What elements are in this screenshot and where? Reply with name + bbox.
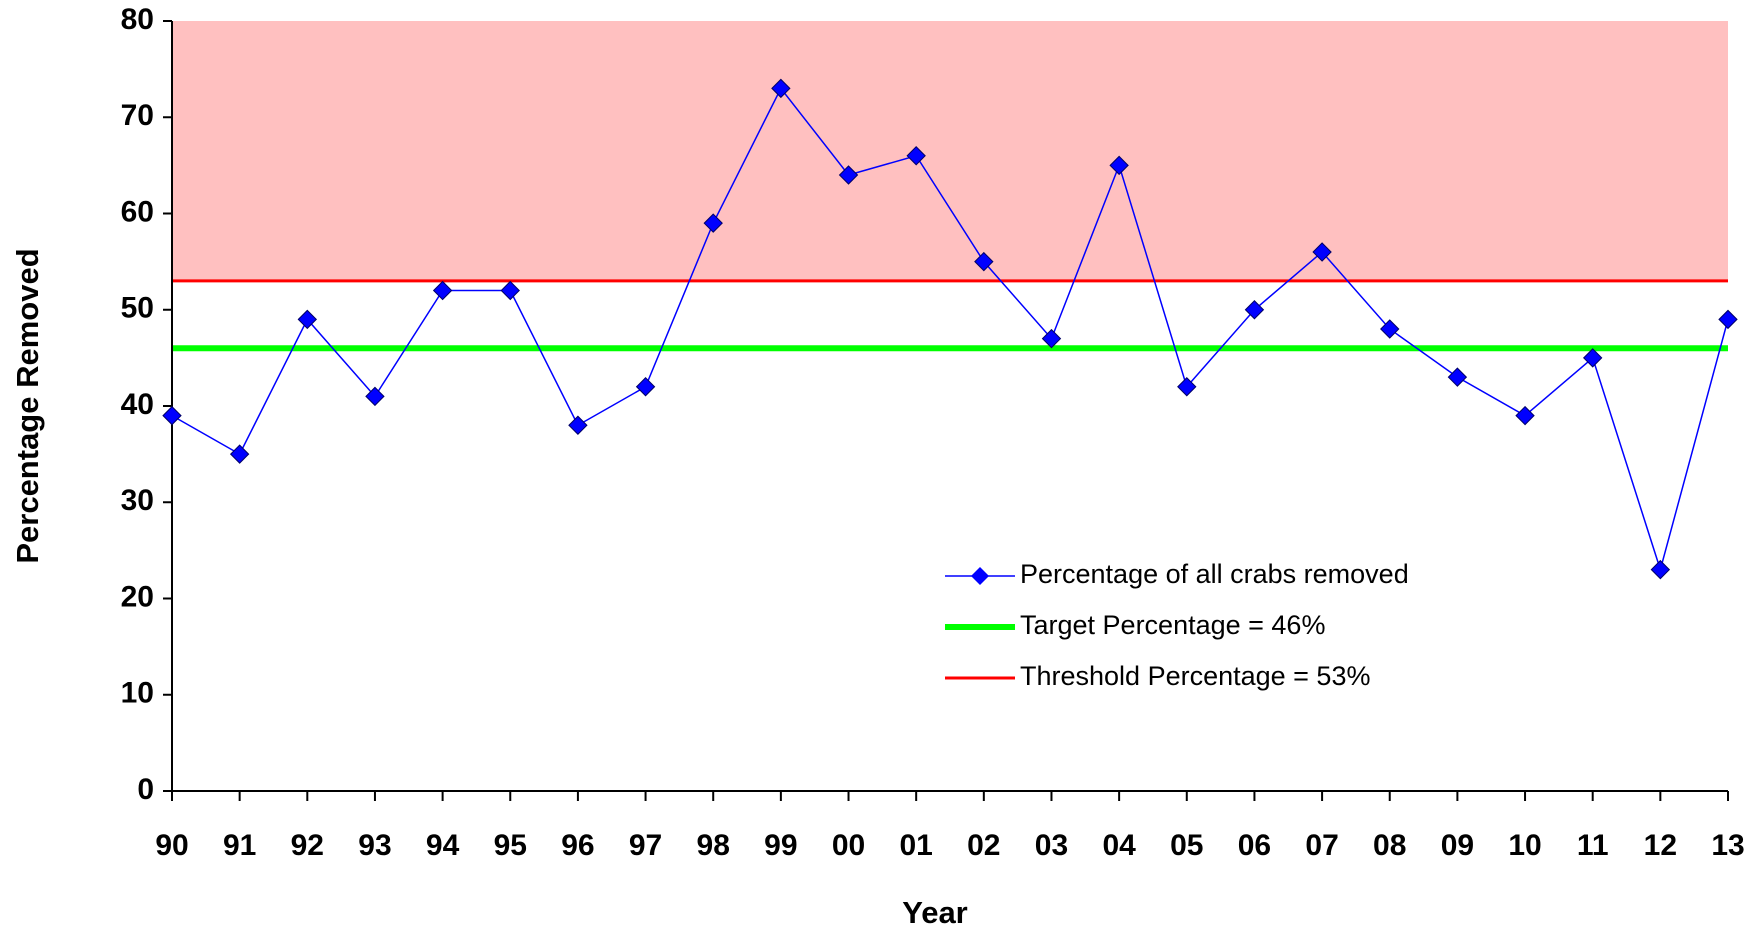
data-point bbox=[1515, 405, 1535, 426]
data-point bbox=[500, 280, 520, 301]
legend-label: Threshold Percentage = 53% bbox=[1020, 661, 1370, 691]
x-tick-label: 93 bbox=[358, 829, 391, 862]
x-tick-label: 10 bbox=[1508, 829, 1541, 862]
x-tick-label: 99 bbox=[764, 829, 797, 862]
y-axis-title: Percentage Removed bbox=[10, 248, 45, 563]
data-point bbox=[1109, 155, 1129, 176]
data-point bbox=[974, 251, 994, 272]
x-tick-label: 92 bbox=[291, 829, 324, 862]
x-tick-label: 90 bbox=[155, 829, 188, 862]
data-point bbox=[162, 405, 182, 426]
x-tick-label: 91 bbox=[223, 829, 256, 862]
data-point bbox=[1718, 309, 1738, 330]
legend-label: Percentage of all crabs removed bbox=[1020, 559, 1409, 589]
x-tick-label: 03 bbox=[1035, 829, 1068, 862]
x-tick-label: 02 bbox=[967, 829, 1000, 862]
data-point bbox=[1582, 348, 1603, 368]
x-tick-label: 04 bbox=[1102, 829, 1136, 862]
x-tick-label: 98 bbox=[697, 829, 730, 862]
data-point bbox=[838, 165, 859, 185]
x-tick-label: 12 bbox=[1644, 829, 1677, 862]
data-point bbox=[297, 309, 318, 330]
data-point bbox=[1447, 367, 1468, 387]
legend-marker bbox=[971, 567, 989, 585]
x-tick-label: 11 bbox=[1577, 829, 1609, 862]
y-tick-label: 60 bbox=[121, 195, 154, 228]
x-tick-label: 05 bbox=[1170, 829, 1203, 862]
y-tick-label: 20 bbox=[121, 580, 154, 613]
data-point bbox=[432, 280, 453, 301]
data-point bbox=[365, 386, 385, 407]
y-tick-label: 10 bbox=[121, 677, 154, 710]
x-tick-label: 97 bbox=[629, 829, 662, 862]
data-point bbox=[568, 415, 588, 435]
data-point bbox=[1380, 319, 1400, 339]
data-line bbox=[171, 86, 1729, 573]
x-tick-label: 07 bbox=[1305, 829, 1338, 862]
threshold-zone bbox=[172, 21, 1728, 281]
data-point bbox=[703, 213, 723, 233]
data-point bbox=[1177, 377, 1197, 397]
data-point bbox=[1041, 328, 1062, 349]
data-point bbox=[1650, 559, 1671, 580]
data-point bbox=[771, 78, 791, 99]
x-tick-label: 95 bbox=[494, 829, 527, 862]
x-tick-label: 06 bbox=[1238, 829, 1271, 862]
x-tick-label: 00 bbox=[832, 829, 865, 862]
data-point bbox=[1244, 300, 1265, 320]
x-tick-label: 94 bbox=[426, 829, 460, 862]
x-axis-title: Year bbox=[902, 895, 968, 928]
data-point bbox=[1312, 242, 1332, 262]
data-point bbox=[635, 377, 656, 397]
data-point bbox=[229, 444, 250, 464]
x-tick-label: 96 bbox=[561, 829, 594, 862]
x-tick-label: 13 bbox=[1711, 829, 1744, 862]
legend-label: Target Percentage = 46% bbox=[1020, 610, 1325, 640]
x-tick-label: 01 bbox=[899, 829, 932, 862]
y-tick-label: 0 bbox=[137, 773, 154, 806]
y-tick-label: 80 bbox=[121, 3, 154, 36]
x-tick-label: 09 bbox=[1441, 829, 1474, 862]
y-tick-label: 70 bbox=[121, 99, 154, 132]
y-tick-label: 40 bbox=[121, 388, 154, 421]
x-tick-label: 08 bbox=[1373, 829, 1406, 862]
y-tick-label: 50 bbox=[121, 292, 154, 325]
y-tick-label: 30 bbox=[121, 484, 154, 517]
data-point bbox=[906, 146, 926, 166]
